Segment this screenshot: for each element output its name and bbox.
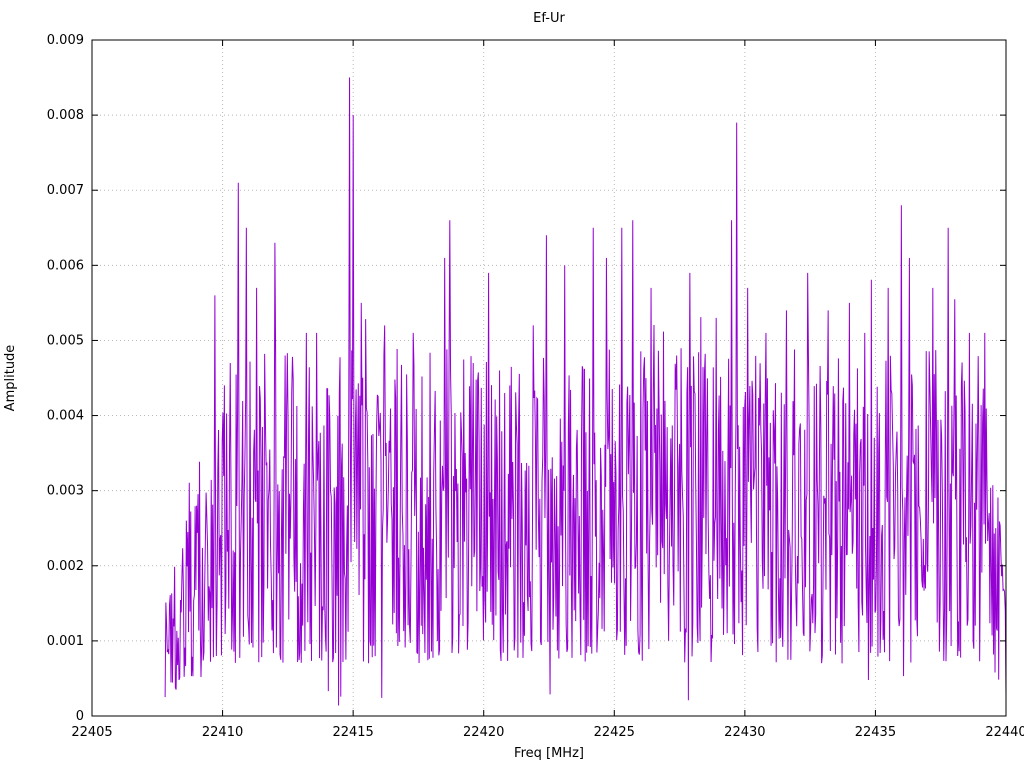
x-tick-label: 22415 [332, 725, 373, 740]
x-tick-label: 22405 [71, 725, 112, 740]
x-axis-label: Freq [MHz] [514, 746, 584, 761]
x-tick-label: 22410 [202, 725, 243, 740]
x-tick-label: 22440 [985, 725, 1024, 740]
x-tick-label: 22430 [724, 725, 765, 740]
y-tick-label: 0.002 [47, 559, 84, 574]
y-tick-label: 0.005 [47, 333, 84, 348]
tick-marks [91, 39, 1007, 717]
tick-labels: 22405 22410 22415 22420 22425 22430 22435 22440… [47, 33, 1024, 740]
x-tick-label: 22420 [463, 725, 504, 740]
x-tick-label: 22425 [594, 725, 635, 740]
y-tick-label: 0.007 [47, 183, 84, 198]
y-tick-label: 0.004 [47, 409, 84, 424]
series-layer [164, 77, 1007, 706]
y-axis-label: Amplitude [3, 345, 18, 412]
y-tick-label: 0.008 [47, 108, 84, 123]
y-tick-label: 0.009 [47, 33, 84, 48]
y-tick-label: 0.006 [47, 258, 84, 273]
series-line-ef-ur [164, 77, 1007, 706]
plot-border [91, 39, 1007, 717]
y-tick-label: 0.003 [47, 484, 84, 499]
y-tick-label: 0 [76, 709, 84, 724]
plot-frame [91, 39, 1007, 717]
x-tick-label: 22435 [855, 725, 896, 740]
y-tick-label: 0.001 [47, 634, 84, 649]
chart-title: Ef-Ur [533, 11, 565, 26]
